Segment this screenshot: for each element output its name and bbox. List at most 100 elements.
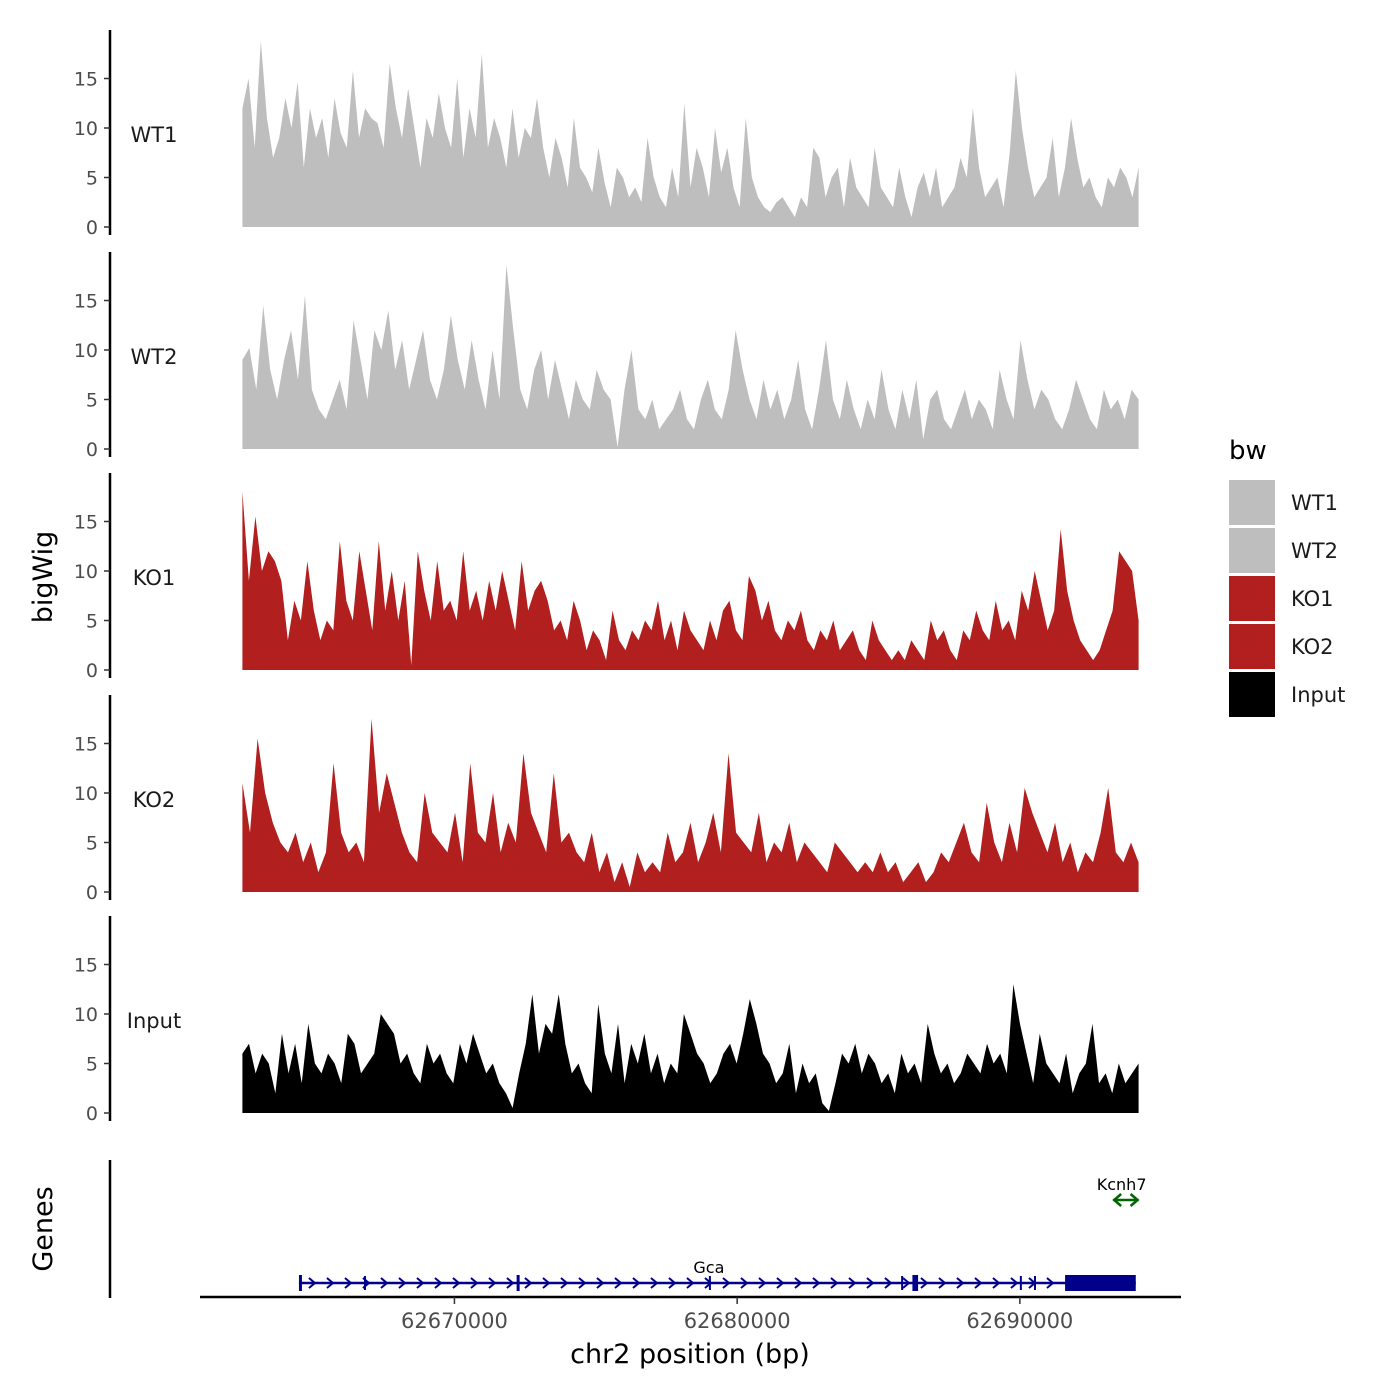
exon	[516, 1275, 520, 1291]
y-tick-label: 10	[74, 1004, 98, 1026]
strand-arrow	[1129, 1193, 1140, 1207]
exon	[298, 1275, 302, 1291]
strand-chevron	[1046, 1277, 1055, 1289]
strand-chevron	[488, 1277, 497, 1289]
strand-chevron	[326, 1277, 335, 1289]
y-tick-label: 10	[74, 561, 98, 583]
strand-chevron	[470, 1277, 479, 1289]
strand-chevron	[830, 1277, 839, 1289]
exon	[1033, 1276, 1036, 1290]
strand-chevron	[902, 1277, 911, 1289]
x-axis: 62670000 62680000 62690000	[200, 1295, 1181, 1333]
y-tick-label: 0	[86, 1103, 98, 1125]
strand-chevron	[614, 1277, 623, 1289]
legend: bw WT1 WT2 KO1 KO2 Input	[1229, 436, 1345, 717]
y-tick-label: 15	[74, 734, 98, 756]
y-tick-label: 15	[74, 512, 98, 534]
track-wt2: 0 5 10 15 WT2	[74, 252, 1139, 461]
strand-chevron	[848, 1277, 857, 1289]
strand-chevron	[452, 1277, 461, 1289]
strand-chevron	[992, 1277, 1001, 1289]
y-tick-label: 0	[86, 439, 98, 461]
genes-panel: Gca Kcnh7	[108, 1160, 1147, 1298]
track-label: KO2	[133, 788, 176, 812]
strand-chevron	[506, 1277, 515, 1289]
strand-chevron	[578, 1277, 587, 1289]
strand-chevron	[650, 1277, 659, 1289]
y-tick-label: 10	[74, 340, 98, 362]
signal-area-ko2	[242, 718, 1139, 892]
strand-chevron	[560, 1277, 569, 1289]
gene-gca: Gca	[298, 1258, 1136, 1291]
x-tick-label: 62670000	[401, 1309, 508, 1333]
track-label: WT1	[131, 123, 178, 147]
y-tick-label: 0	[86, 217, 98, 239]
y-tick-label: 15	[74, 291, 98, 313]
exon	[912, 1275, 919, 1291]
track-ko1: 0 5 10 15 KO1	[74, 473, 1139, 682]
strand-chevron	[668, 1277, 677, 1289]
strand-chevron	[308, 1277, 317, 1289]
signal-area-ko1	[242, 491, 1139, 670]
signal-area-wt1	[242, 40, 1139, 227]
track-wt1: 0 5 10 15 WT1	[74, 30, 1139, 239]
exon	[708, 1276, 711, 1290]
x-axis-title: chr2 position (bp)	[570, 1339, 810, 1370]
strand-arrow	[1112, 1193, 1122, 1207]
legend-title: bw	[1229, 436, 1267, 466]
signal-area-wt2	[242, 264, 1139, 449]
legend-swatch-input	[1229, 672, 1275, 717]
strand-chevron	[632, 1277, 641, 1289]
track-input: 0 5 10 15 Input	[74, 916, 1139, 1125]
legend-swatch-wt1	[1229, 480, 1275, 525]
y-tick-label: 15	[74, 69, 98, 91]
signal-area-input	[242, 984, 1139, 1113]
strand-chevron	[812, 1277, 821, 1289]
y-tick-label: 0	[86, 660, 98, 682]
y-tick-label: 10	[74, 118, 98, 140]
strand-chevron	[974, 1277, 983, 1289]
strand-chevron	[956, 1277, 965, 1289]
y-axis-title: bigWig	[28, 531, 59, 624]
strand-chevron	[758, 1277, 767, 1289]
y-tick-label: 15	[74, 955, 98, 977]
legend-label-ko2: KO2	[1291, 635, 1334, 659]
legend-swatch-wt2	[1229, 528, 1275, 573]
y-tick-label: 10	[74, 783, 98, 805]
strand-chevron	[542, 1277, 551, 1289]
strand-chevron	[524, 1277, 533, 1289]
exon	[363, 1276, 366, 1290]
y-tick-label: 5	[86, 168, 98, 190]
legend-label-input: Input	[1291, 683, 1345, 707]
strand-chevron	[704, 1277, 713, 1289]
legend-swatch-ko1	[1229, 576, 1275, 621]
strand-chevron	[1010, 1277, 1019, 1289]
strand-chevron	[740, 1277, 749, 1289]
track-label: WT2	[131, 345, 178, 369]
track-ko2: 0 5 10 15 KO2	[74, 695, 1139, 904]
y-tick-label: 5	[86, 611, 98, 633]
exon	[1019, 1276, 1022, 1290]
y-tick-label: 5	[86, 1054, 98, 1076]
track-label: Input	[127, 1009, 181, 1033]
x-tick-label: 62680000	[684, 1309, 791, 1333]
y-tick-label: 5	[86, 390, 98, 412]
strand-chevron	[920, 1277, 929, 1289]
strand-chevron	[722, 1277, 731, 1289]
legend-swatch-ko2	[1229, 624, 1275, 669]
legend-label-wt1: WT1	[1291, 491, 1338, 515]
gene-label: Gca	[693, 1258, 724, 1277]
strand-chevron	[884, 1277, 893, 1289]
strand-chevron	[434, 1277, 443, 1289]
y-tick-label: 5	[86, 833, 98, 855]
exon	[901, 1276, 904, 1290]
legend-label-ko1: KO1	[1291, 587, 1334, 611]
strand-chevron	[596, 1277, 605, 1289]
strand-chevron	[794, 1277, 803, 1289]
x-tick-label: 62690000	[966, 1309, 1073, 1333]
strand-chevron	[380, 1277, 389, 1289]
y-tick-label: 0	[86, 882, 98, 904]
gene-label: Kcnh7	[1097, 1175, 1147, 1194]
legend-label-wt2: WT2	[1291, 539, 1338, 563]
